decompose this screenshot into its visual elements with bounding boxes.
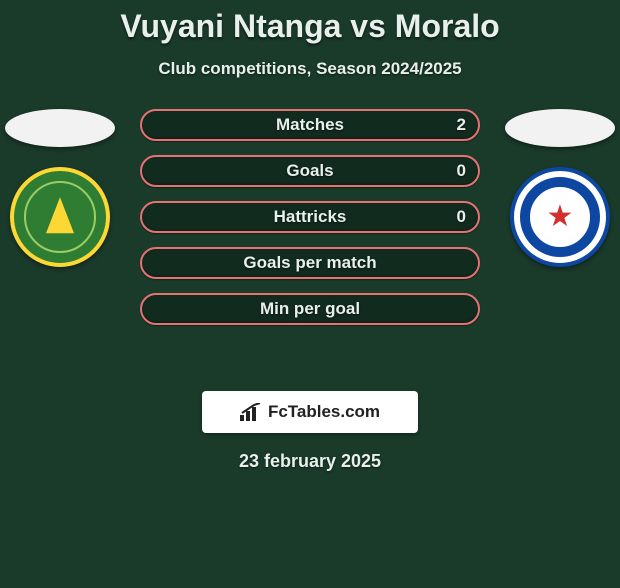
stat-right-value: 0 — [457, 207, 466, 227]
bars-icon — [240, 403, 262, 421]
stat-row-goals: Goals 0 — [140, 155, 480, 187]
player-right-avatar — [505, 109, 615, 147]
brand-text: FcTables.com — [268, 402, 380, 422]
stat-row-matches: Matches 2 — [140, 109, 480, 141]
subtitle: Club competitions, Season 2024/2025 — [0, 59, 620, 79]
stat-row-hattricks: Hattricks 0 — [140, 201, 480, 233]
player-right-column: ★ — [500, 109, 620, 267]
player-left-column — [0, 109, 120, 267]
date-line: 23 february 2025 — [0, 451, 620, 472]
stat-row-goals-per-match: Goals per match — [140, 247, 480, 279]
stat-label: Matches — [142, 115, 478, 135]
player-left-avatar — [5, 109, 115, 147]
brand-box[interactable]: FcTables.com — [202, 391, 418, 433]
stat-right-value: 2 — [457, 115, 466, 135]
stat-label: Hattricks — [142, 207, 478, 227]
stat-bars: Matches 2 Goals 0 Hattricks 0 Goals per … — [140, 109, 480, 325]
stat-right-value: 0 — [457, 161, 466, 181]
stat-label: Min per goal — [142, 299, 478, 319]
arrow-icon — [46, 197, 74, 233]
player-left-club-logo — [10, 167, 110, 267]
page-title: Vuyani Ntanga vs Moralo — [0, 8, 620, 45]
stat-label: Goals per match — [142, 253, 478, 273]
star-icon: ★ — [547, 202, 574, 232]
player-right-club-logo: ★ — [510, 167, 610, 267]
stat-label: Goals — [142, 161, 478, 181]
stat-row-min-per-goal: Min per goal — [140, 293, 480, 325]
comparison-content: ★ Matches 2 Goals 0 Hattricks 0 Goals pe… — [0, 109, 620, 369]
